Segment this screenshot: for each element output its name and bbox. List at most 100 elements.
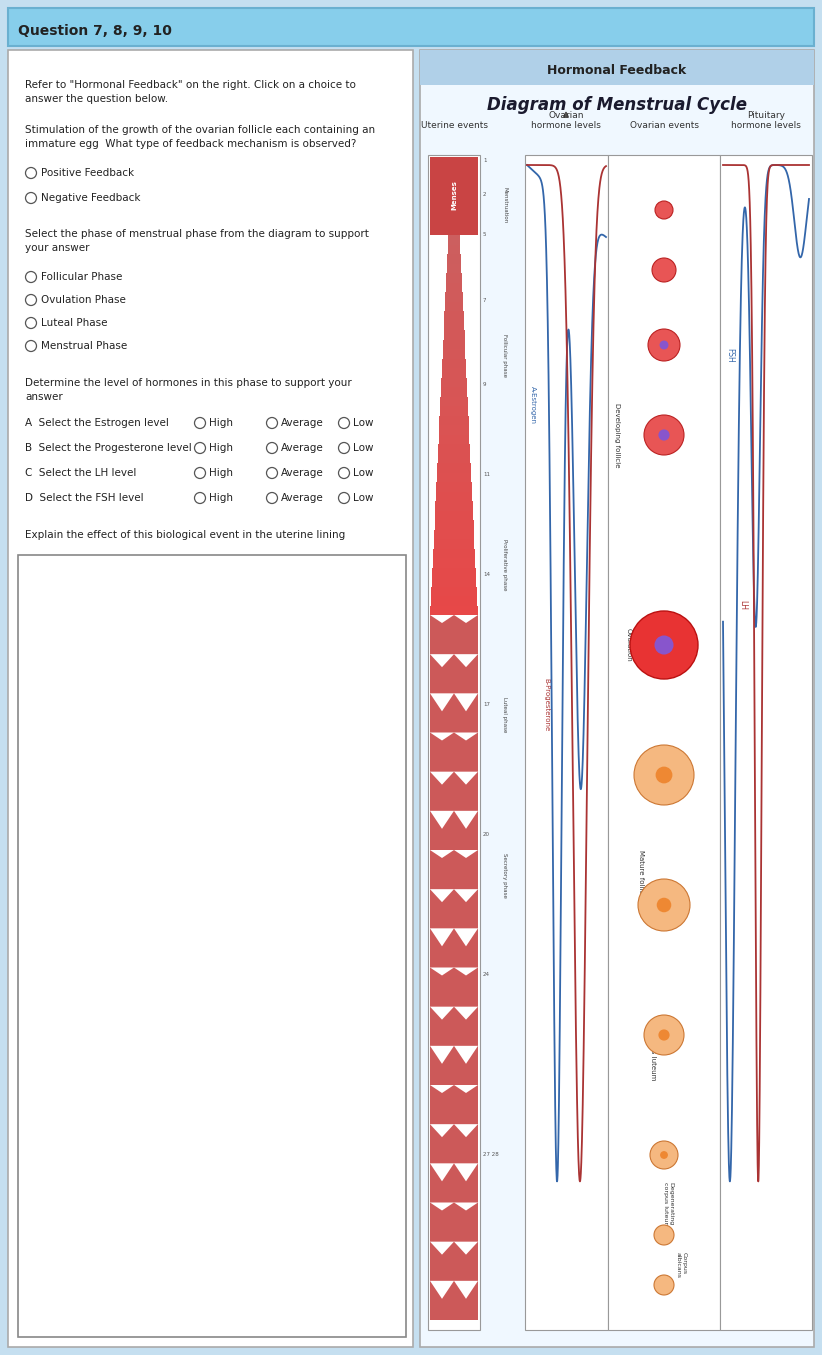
Bar bbox=[428, 154, 480, 1331]
Text: Low: Low bbox=[353, 493, 373, 503]
Text: C  Select the LH level: C Select the LH level bbox=[25, 467, 136, 478]
Polygon shape bbox=[430, 1007, 478, 1046]
Polygon shape bbox=[445, 302, 463, 312]
Polygon shape bbox=[446, 291, 463, 302]
Text: A-Estrogen: A-Estrogen bbox=[530, 386, 536, 424]
Text: 2: 2 bbox=[483, 192, 487, 198]
Circle shape bbox=[195, 443, 206, 454]
Text: Secretory phase: Secretory phase bbox=[502, 852, 507, 897]
FancyBboxPatch shape bbox=[8, 8, 814, 46]
Polygon shape bbox=[437, 454, 470, 463]
Polygon shape bbox=[448, 234, 460, 244]
Text: Negative Feedback: Negative Feedback bbox=[41, 192, 141, 203]
Text: Hormonal Feedback: Hormonal Feedback bbox=[547, 65, 686, 77]
Text: Pituitary
hormone levels: Pituitary hormone levels bbox=[731, 111, 801, 130]
Text: Ovarian
hormone levels: Ovarian hormone levels bbox=[531, 111, 601, 130]
FancyBboxPatch shape bbox=[8, 50, 413, 1347]
Text: Positive Feedback: Positive Feedback bbox=[41, 168, 134, 178]
Circle shape bbox=[195, 492, 206, 504]
Polygon shape bbox=[441, 369, 466, 378]
Polygon shape bbox=[441, 388, 467, 397]
Circle shape bbox=[658, 430, 670, 440]
Text: Ovulation Phase: Ovulation Phase bbox=[41, 295, 126, 305]
Polygon shape bbox=[430, 771, 478, 810]
Polygon shape bbox=[440, 416, 469, 425]
Text: B-Progesterone: B-Progesterone bbox=[543, 679, 549, 732]
Text: Follicular Phase: Follicular Phase bbox=[41, 272, 122, 282]
Text: Follicular phase: Follicular phase bbox=[502, 333, 507, 377]
Text: Average: Average bbox=[281, 467, 324, 478]
Bar bbox=[720, 154, 812, 1331]
Circle shape bbox=[657, 898, 672, 912]
Polygon shape bbox=[430, 157, 478, 234]
Polygon shape bbox=[440, 406, 468, 416]
Text: Corpus luteum: Corpus luteum bbox=[650, 1030, 656, 1081]
Text: 7: 7 bbox=[483, 298, 487, 302]
Polygon shape bbox=[447, 253, 461, 263]
Polygon shape bbox=[446, 272, 462, 282]
Text: Ovarian events: Ovarian events bbox=[630, 121, 699, 130]
Text: Stimulation of the growth of the ovarian follicle each containing an: Stimulation of the growth of the ovarian… bbox=[25, 125, 375, 136]
Polygon shape bbox=[430, 810, 478, 850]
Polygon shape bbox=[442, 350, 465, 359]
Bar bbox=[608, 154, 720, 1331]
Text: Developing follicle: Developing follicle bbox=[614, 402, 620, 467]
Circle shape bbox=[638, 879, 690, 931]
Text: Menstruation: Menstruation bbox=[502, 187, 507, 224]
Polygon shape bbox=[430, 967, 478, 1007]
Polygon shape bbox=[433, 539, 474, 549]
Circle shape bbox=[654, 635, 673, 654]
Text: 9: 9 bbox=[483, 382, 487, 388]
Circle shape bbox=[339, 417, 349, 428]
Text: Question 7, 8, 9, 10: Question 7, 8, 9, 10 bbox=[18, 24, 172, 38]
Text: Luteal Phase: Luteal Phase bbox=[41, 318, 108, 328]
Circle shape bbox=[25, 340, 36, 351]
Text: LH: LH bbox=[738, 600, 747, 610]
Circle shape bbox=[195, 467, 206, 478]
Circle shape bbox=[648, 329, 680, 360]
Text: Menstrual Phase: Menstrual Phase bbox=[41, 341, 127, 351]
Text: answer: answer bbox=[25, 392, 62, 402]
Circle shape bbox=[655, 201, 673, 220]
Text: Average: Average bbox=[281, 443, 324, 453]
Text: your answer: your answer bbox=[25, 243, 90, 253]
Polygon shape bbox=[441, 378, 467, 388]
Circle shape bbox=[658, 1030, 670, 1041]
Text: Diagram of Menstrual Cycle: Diagram of Menstrual Cycle bbox=[487, 96, 747, 114]
Text: 27 28: 27 28 bbox=[483, 1153, 499, 1157]
Circle shape bbox=[25, 168, 36, 179]
Text: High: High bbox=[209, 443, 233, 453]
Text: A  Select the Estrogen level: A Select the Estrogen level bbox=[25, 417, 169, 428]
Text: 20: 20 bbox=[483, 832, 490, 837]
Circle shape bbox=[630, 611, 698, 679]
Polygon shape bbox=[430, 615, 478, 654]
Polygon shape bbox=[431, 596, 477, 606]
Circle shape bbox=[654, 1225, 674, 1245]
Polygon shape bbox=[447, 244, 460, 253]
Polygon shape bbox=[432, 577, 476, 587]
Text: Menses: Menses bbox=[451, 180, 457, 210]
Polygon shape bbox=[444, 331, 464, 340]
Text: 14: 14 bbox=[483, 573, 490, 577]
Polygon shape bbox=[446, 282, 462, 291]
Text: 5: 5 bbox=[483, 233, 487, 237]
Text: 24: 24 bbox=[483, 973, 490, 977]
Text: FSH: FSH bbox=[725, 348, 734, 362]
Circle shape bbox=[266, 417, 278, 428]
Polygon shape bbox=[444, 321, 464, 331]
Circle shape bbox=[266, 443, 278, 454]
Circle shape bbox=[339, 467, 349, 478]
Polygon shape bbox=[430, 1202, 478, 1241]
Text: Uterine events: Uterine events bbox=[421, 121, 487, 130]
Circle shape bbox=[25, 271, 36, 282]
Polygon shape bbox=[436, 473, 471, 482]
Polygon shape bbox=[433, 549, 475, 558]
Polygon shape bbox=[438, 444, 470, 454]
Circle shape bbox=[652, 257, 676, 282]
Polygon shape bbox=[432, 558, 475, 568]
Text: Explain the effect of this biological event in the uterine lining: Explain the effect of this biological ev… bbox=[25, 530, 345, 541]
Polygon shape bbox=[430, 1164, 478, 1202]
Text: B  Select the Progesterone level: B Select the Progesterone level bbox=[25, 443, 192, 453]
Polygon shape bbox=[436, 482, 472, 492]
Text: High: High bbox=[209, 417, 233, 428]
